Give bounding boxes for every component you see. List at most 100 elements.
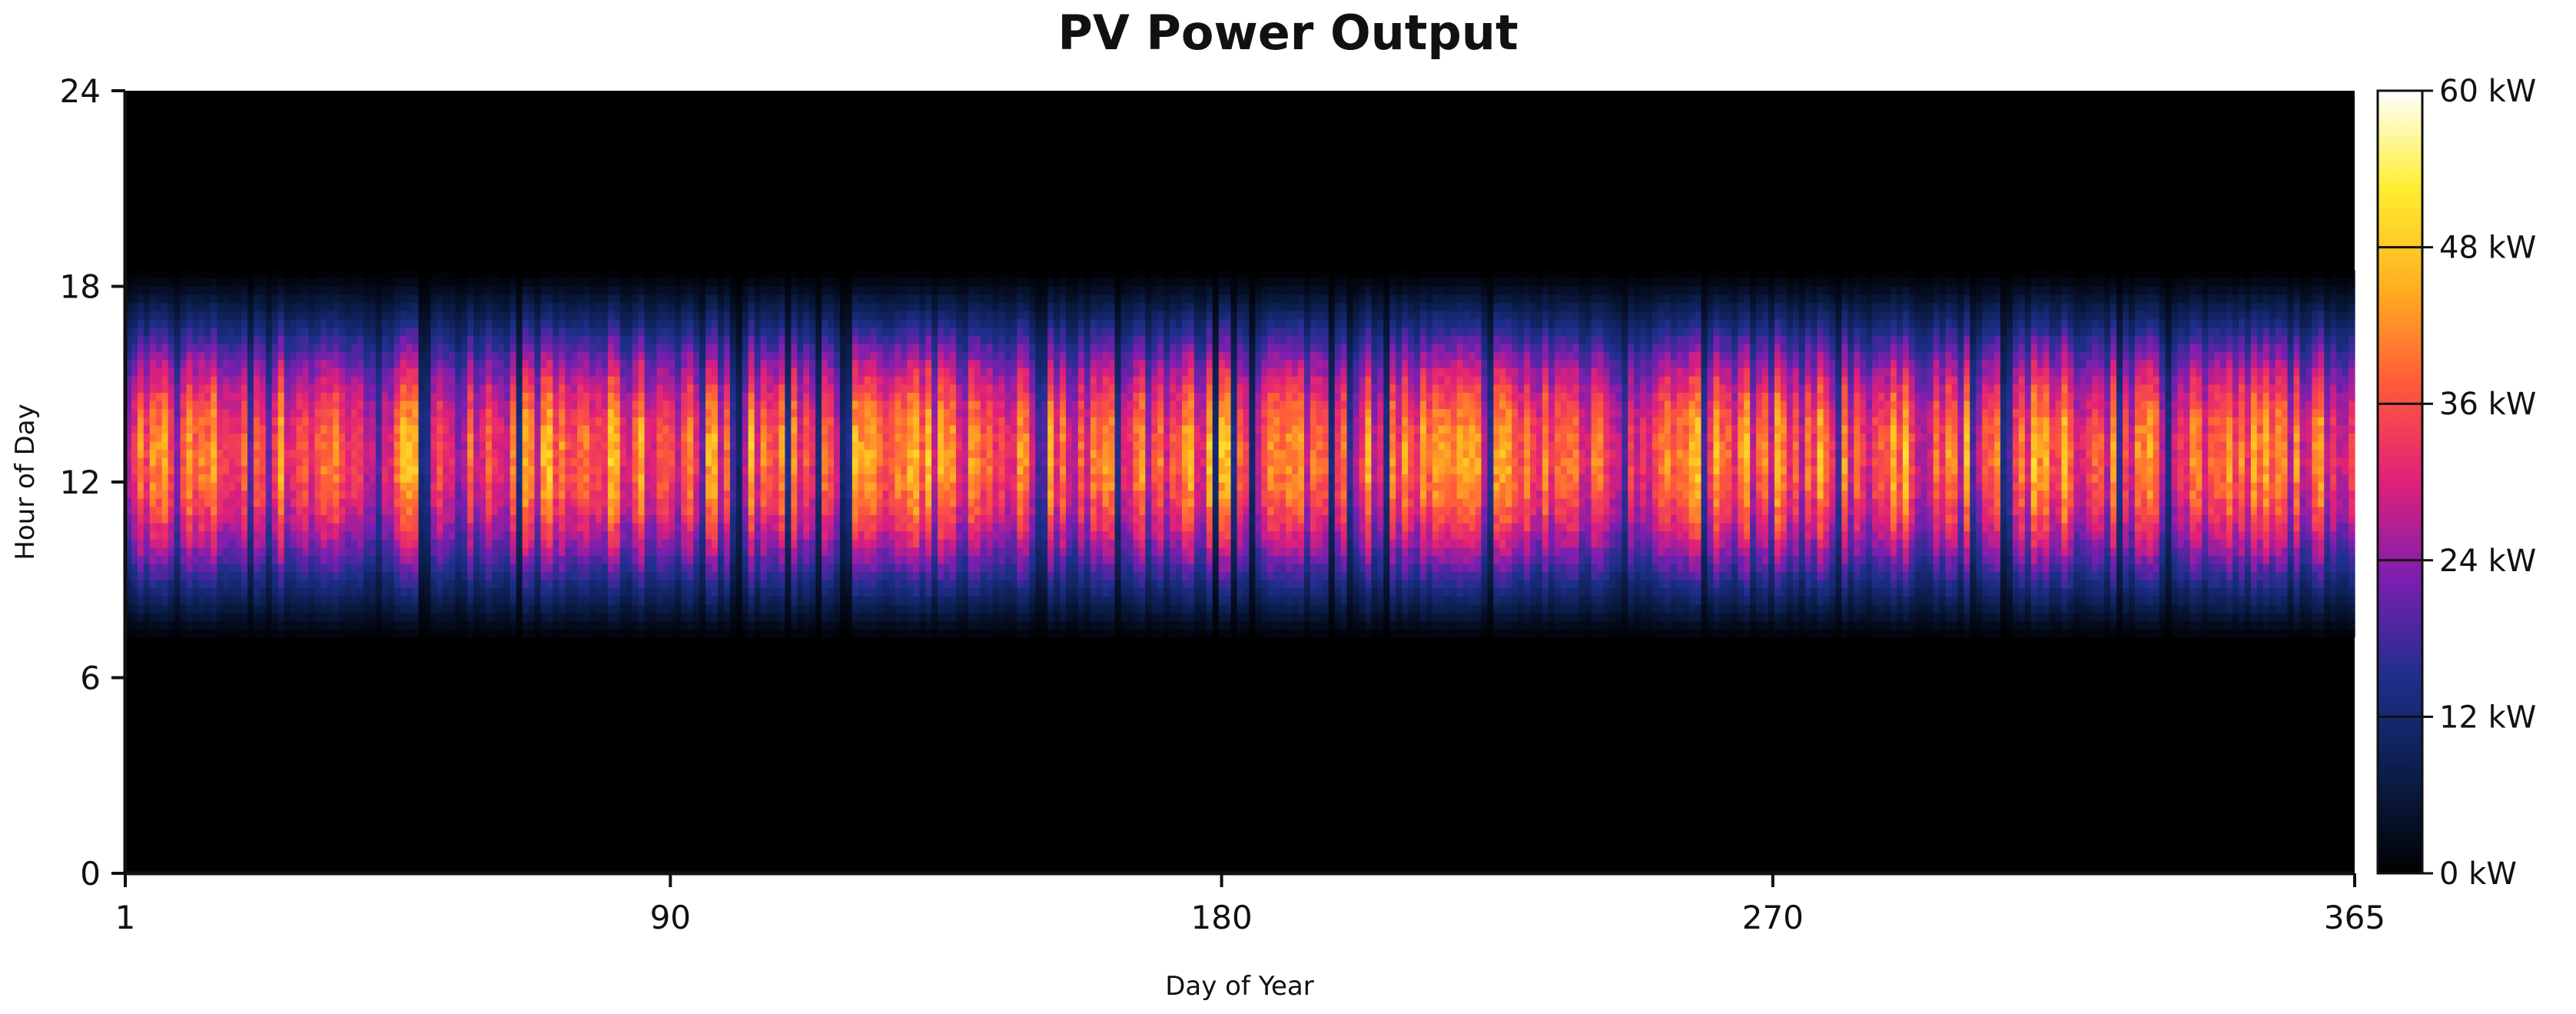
heatmap-cell [742, 294, 749, 304]
heatmap-cell [589, 620, 596, 630]
heatmap-cell [204, 506, 211, 516]
heatmap-cell [131, 474, 138, 483]
heatmap-cell [479, 417, 486, 426]
heatmap-cell [125, 351, 132, 361]
heatmap-cell [735, 318, 743, 328]
heatmap-cell [467, 457, 474, 467]
heatmap-cell [381, 327, 389, 336]
heatmap-cell [235, 384, 242, 393]
heatmap-cell [449, 351, 456, 361]
heatmap-cell [760, 498, 768, 507]
heatmap-cell [705, 490, 712, 499]
heatmap-cell [412, 302, 420, 311]
heatmap-cell [595, 286, 603, 295]
heatmap-cell [687, 286, 694, 295]
heatmap-cell [125, 498, 132, 507]
heatmap-cell [717, 596, 725, 605]
heatmap-cell [284, 580, 291, 589]
heatmap-cell [333, 367, 340, 377]
heatmap-cell [247, 514, 254, 524]
heatmap-cell [351, 449, 358, 458]
heatmap-cell [693, 311, 700, 320]
heatmap-cell [265, 571, 273, 580]
heatmap-cell [491, 555, 499, 564]
heatmap-cell [168, 359, 175, 369]
heatmap-cell [259, 343, 267, 352]
heatmap-cell [528, 441, 536, 450]
heatmap-cell [687, 564, 694, 573]
heatmap-cell [424, 441, 431, 450]
heatmap-cell [705, 587, 712, 597]
heatmap-cell [161, 530, 169, 540]
heatmap-cell [699, 294, 706, 304]
heatmap-cell [662, 278, 669, 288]
heatmap-cell [503, 417, 511, 426]
heatmap-cell [473, 417, 480, 426]
heatmap-cell [247, 580, 254, 589]
heatmap-cell [290, 384, 297, 393]
heatmap-cell [577, 311, 584, 320]
heatmap-cell [424, 620, 431, 630]
heatmap-cell [742, 408, 749, 417]
heatmap-cell [589, 547, 596, 557]
heatmap-cell [333, 571, 340, 580]
heatmap-cell [662, 490, 669, 499]
heatmap-cell [583, 571, 590, 580]
heatmap-cell [223, 523, 230, 532]
heatmap-cell [491, 539, 499, 548]
heatmap-cell [277, 523, 285, 532]
heatmap-cell [546, 278, 553, 288]
heatmap-cell [131, 555, 138, 564]
heatmap-cell [485, 294, 493, 304]
heatmap-cell [192, 457, 199, 467]
heatmap-cell [510, 514, 517, 524]
heatmap-cell [693, 351, 700, 361]
heatmap-cell [613, 474, 621, 483]
heatmap-cell [223, 400, 230, 410]
heatmap-cell [675, 457, 682, 467]
heatmap-cell [693, 612, 700, 621]
heatmap-cell [437, 433, 443, 442]
heatmap-cell [467, 547, 474, 557]
heatmap-cell [785, 620, 792, 630]
heatmap-cell [510, 465, 517, 474]
heatmap-cell [638, 547, 646, 557]
heatmap-cell [669, 335, 676, 344]
heatmap-cell [760, 311, 768, 320]
heatmap-cell [754, 596, 762, 605]
heatmap-cell [235, 376, 242, 385]
heatmap-cell [778, 441, 785, 450]
heatmap-cell [626, 457, 633, 467]
heatmap-cell [424, 278, 431, 288]
heatmap-cell [180, 417, 188, 426]
heatmap-cell [406, 384, 413, 393]
heatmap-cell [375, 392, 383, 401]
heatmap-cell [644, 628, 652, 638]
heatmap-cell [284, 376, 291, 385]
heatmap-cell [204, 620, 211, 630]
heatmap-cell [467, 433, 474, 442]
heatmap-cell [314, 580, 321, 589]
heatmap-cell [455, 449, 462, 458]
heatmap-cell [559, 408, 566, 417]
heatmap-cell [656, 351, 664, 361]
heatmap-cell [198, 376, 205, 385]
heatmap-cell [632, 311, 639, 320]
heatmap-cell [308, 555, 315, 564]
heatmap-cell [412, 571, 420, 580]
heatmap-cell [217, 490, 224, 499]
heatmap-cell [522, 604, 529, 613]
heatmap-cell [400, 327, 407, 336]
heatmap-cell [772, 400, 780, 410]
heatmap-cell [687, 392, 694, 401]
heatmap-cell [393, 294, 401, 304]
heatmap-cell [662, 408, 669, 417]
heatmap-cell [180, 596, 188, 605]
heatmap-cell [803, 424, 810, 434]
heatmap-cell [644, 612, 652, 621]
heatmap-cell [565, 294, 572, 304]
heatmap-cell [449, 270, 456, 279]
heatmap-cell [461, 530, 468, 540]
heatmap-cell [601, 335, 609, 344]
heatmap-cell [461, 587, 468, 597]
